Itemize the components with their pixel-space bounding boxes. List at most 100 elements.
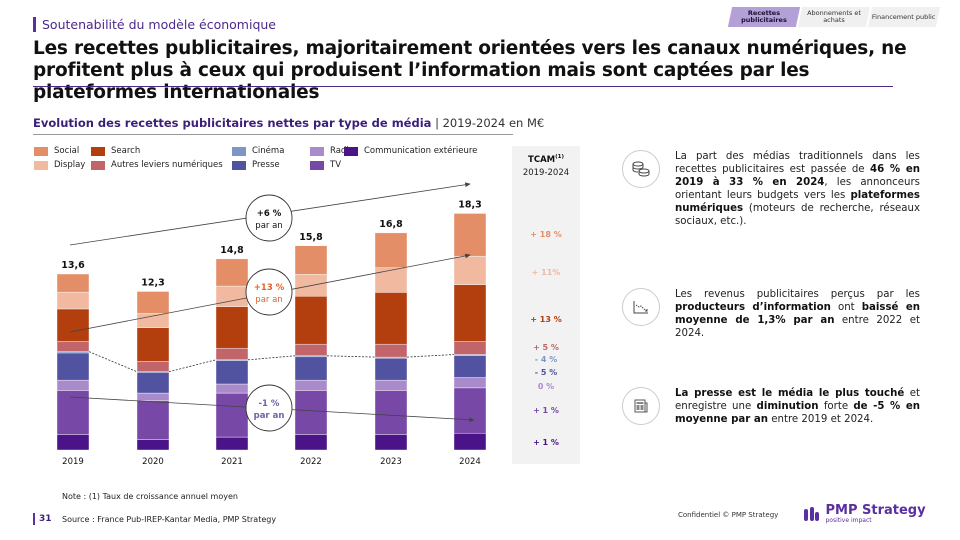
bar-segment-search bbox=[136, 327, 170, 362]
legend-label: Radio bbox=[330, 146, 354, 156]
chart-divider bbox=[33, 134, 513, 135]
insight-emphasis: plateformes numériques bbox=[675, 190, 920, 214]
tcam-value: 0 % bbox=[537, 382, 555, 391]
bar-segment-autres-leviers-num-riques bbox=[136, 361, 170, 372]
declining-chart-icon bbox=[622, 288, 660, 326]
legend-swatch bbox=[34, 160, 48, 170]
legend-swatch bbox=[91, 146, 105, 156]
bar-total-label: 14,8 bbox=[220, 245, 244, 256]
page-marker bbox=[33, 513, 35, 525]
growth-annotation-value: +13 % bbox=[254, 283, 285, 293]
bar-segment-autres-leviers-num-riques bbox=[453, 341, 487, 355]
bar-segment-presse bbox=[56, 352, 90, 381]
insight-emphasis: producteurs d’information bbox=[675, 302, 831, 313]
legend-swatch bbox=[91, 160, 105, 170]
legend-item: Cinéma bbox=[232, 146, 284, 156]
bar-segment-tv bbox=[374, 390, 408, 435]
growth-annotation-value: -1 % bbox=[259, 399, 280, 409]
x-tick-label: 2021 bbox=[221, 457, 243, 467]
bar-segment-presse bbox=[215, 360, 249, 385]
bar-segment-social bbox=[56, 273, 90, 293]
bar-segment-social bbox=[374, 232, 408, 269]
coins-icon bbox=[622, 150, 660, 188]
bar-segment-tv bbox=[136, 400, 170, 440]
section-text: Soutenabilité du modèle économique bbox=[42, 17, 276, 32]
logo-tagline: positive impact bbox=[825, 517, 872, 524]
bar-segment-presse bbox=[453, 355, 487, 378]
bar-segment-presse bbox=[294, 356, 328, 381]
growth-annotation-circle bbox=[245, 194, 293, 242]
bar-segment-social bbox=[294, 245, 328, 275]
bar-segment-social bbox=[136, 291, 170, 314]
bar-total-label: 16,8 bbox=[379, 219, 403, 230]
title-divider bbox=[33, 86, 893, 87]
legend-label: Search bbox=[111, 146, 141, 156]
bar-segment-communication-ext-rieure bbox=[374, 434, 408, 451]
newspaper-icon bbox=[622, 387, 660, 425]
bar-segment-communication-ext-rieure bbox=[453, 432, 487, 451]
insight-fragment: Les revenus publicitaires perçus par les bbox=[675, 289, 920, 300]
legend-item: Radio bbox=[310, 146, 354, 156]
legend-item: Search bbox=[91, 146, 140, 156]
bar-segment-communication-ext-rieure bbox=[294, 434, 328, 451]
growth-annotation-period: par an bbox=[255, 221, 282, 231]
bar-segment-tv bbox=[453, 387, 487, 434]
legend-item: Autres leviers numériques bbox=[91, 160, 223, 170]
chart-title-main: Evolution des recettes publicitaires net… bbox=[33, 116, 432, 130]
legend-label: Display bbox=[54, 160, 86, 170]
legend-swatch bbox=[34, 146, 48, 156]
bar-segment-search bbox=[453, 284, 487, 342]
insight-fragment: entre 2019 et 2024. bbox=[768, 414, 874, 425]
bar-total-label: 12,3 bbox=[141, 277, 164, 288]
bar-segment-radio bbox=[294, 379, 328, 391]
insight-text: Les revenus publicitaires perçus par les… bbox=[675, 288, 920, 340]
legend-item: Presse bbox=[232, 160, 280, 170]
bar-segment-autres-leviers-num-riques bbox=[294, 343, 328, 356]
bar-segment-radio bbox=[56, 379, 90, 391]
legend-swatch bbox=[310, 160, 324, 170]
insight-news-producers: Les revenus publicitaires perçus par les… bbox=[622, 288, 922, 340]
company-logo: PMP Strategy positive impact bbox=[804, 504, 926, 524]
legend-swatch bbox=[344, 146, 358, 156]
tcam-header: TCAM(1) bbox=[528, 154, 564, 165]
bar-segment-display bbox=[453, 255, 487, 285]
x-tick-label: 2020 bbox=[142, 457, 164, 467]
bar-segment-search bbox=[294, 296, 328, 345]
bar-segment-search bbox=[56, 308, 90, 342]
bar-segment-social bbox=[453, 213, 487, 257]
bar-segment-search bbox=[215, 306, 249, 349]
x-tick-label: 2023 bbox=[380, 457, 402, 467]
tcam-value: - 4 % bbox=[534, 355, 558, 364]
legend-label: Communication extérieure bbox=[364, 146, 478, 156]
legend-label: Social bbox=[54, 146, 80, 156]
chart-title-sub: | 2019-2024 en M€ bbox=[431, 116, 545, 130]
legend-item: TV bbox=[310, 160, 341, 170]
insight-fragment: ont bbox=[830, 302, 862, 313]
legend-label: Autres leviers numériques bbox=[111, 160, 223, 170]
growth-annotation-circle bbox=[245, 384, 293, 432]
x-tick-label: 2019 bbox=[62, 457, 84, 467]
bar-segment-presse bbox=[136, 372, 170, 394]
bar-total-label: 15,8 bbox=[299, 232, 323, 243]
insight-emphasis: baissé en moyenne de 1,3% par an bbox=[675, 302, 920, 326]
confidential-text: Confidentiel © PMP Strategy bbox=[678, 511, 779, 519]
bar-segment-autres-leviers-num-riques bbox=[215, 347, 249, 361]
section-marker bbox=[33, 17, 36, 32]
insight-text: La presse est le média le plus touché et… bbox=[675, 387, 920, 426]
bar-segment-communication-ext-rieure bbox=[56, 434, 90, 451]
legend-item: Social bbox=[34, 146, 79, 156]
tcam-value: - 5 % bbox=[534, 368, 558, 377]
legend-swatch bbox=[232, 160, 246, 170]
bar-segment-autres-leviers-num-riques bbox=[374, 343, 408, 358]
bar-total-label: 13,6 bbox=[61, 260, 85, 271]
page-number: 31 bbox=[33, 513, 52, 525]
source-text: Source : France Pub-IREP-Kantar Media, P… bbox=[62, 515, 277, 524]
legend-swatch bbox=[232, 146, 246, 156]
chart-title: Evolution des recettes publicitaires net… bbox=[33, 116, 544, 130]
tcam-panel: TCAM(1) 2019-2024 + 18 % + 11% + 13 % + 5 %… bbox=[512, 146, 580, 464]
bar-segment-radio bbox=[374, 379, 408, 391]
bar-segment-autres-leviers-num-riques bbox=[56, 341, 90, 352]
bar-segment-display bbox=[215, 285, 249, 307]
insight-fragment: (moteurs de recherche, réseaux sociaux, … bbox=[675, 203, 920, 227]
